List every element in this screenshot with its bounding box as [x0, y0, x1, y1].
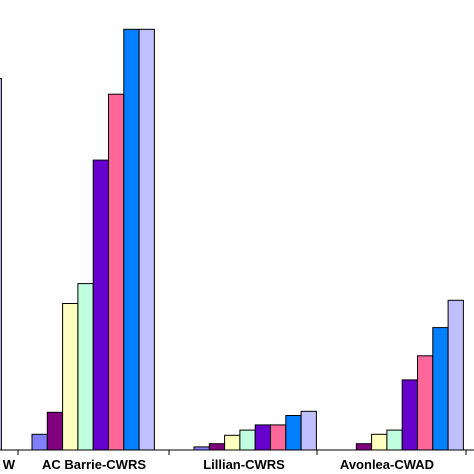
- bar: [254, 424, 271, 451]
- bar: [355, 443, 373, 451]
- category-labels: W AC Barrie-CWRS Lillian-CWRS Avonlea-CW…: [3, 457, 434, 472]
- bar: [432, 327, 449, 451]
- bar: [92, 159, 109, 451]
- bar: [386, 429, 403, 451]
- bar: [270, 424, 287, 451]
- axes-group: [0, 449, 474, 455]
- bar: [0, 78, 2, 451]
- bar: [300, 410, 317, 451]
- bar: [401, 379, 419, 451]
- category-label: W: [3, 457, 16, 472]
- bar: [77, 283, 94, 451]
- category-label: AC Barrie-CWRS: [42, 457, 146, 472]
- bar: [208, 443, 226, 451]
- bar: [31, 433, 48, 451]
- bar: [46, 411, 64, 451]
- bar: [239, 429, 256, 451]
- category-label: Avonlea-CWAD: [340, 457, 434, 472]
- bar: [138, 28, 155, 451]
- bar: [108, 93, 125, 451]
- bars-group: [0, 28, 464, 451]
- bar: [447, 299, 464, 451]
- bar: [285, 415, 302, 451]
- bar: [224, 434, 241, 451]
- bar: [123, 28, 140, 451]
- bar: [417, 355, 434, 451]
- category-label: Lillian-CWRS: [203, 457, 285, 472]
- bar: [371, 433, 388, 451]
- bar: [62, 303, 79, 451]
